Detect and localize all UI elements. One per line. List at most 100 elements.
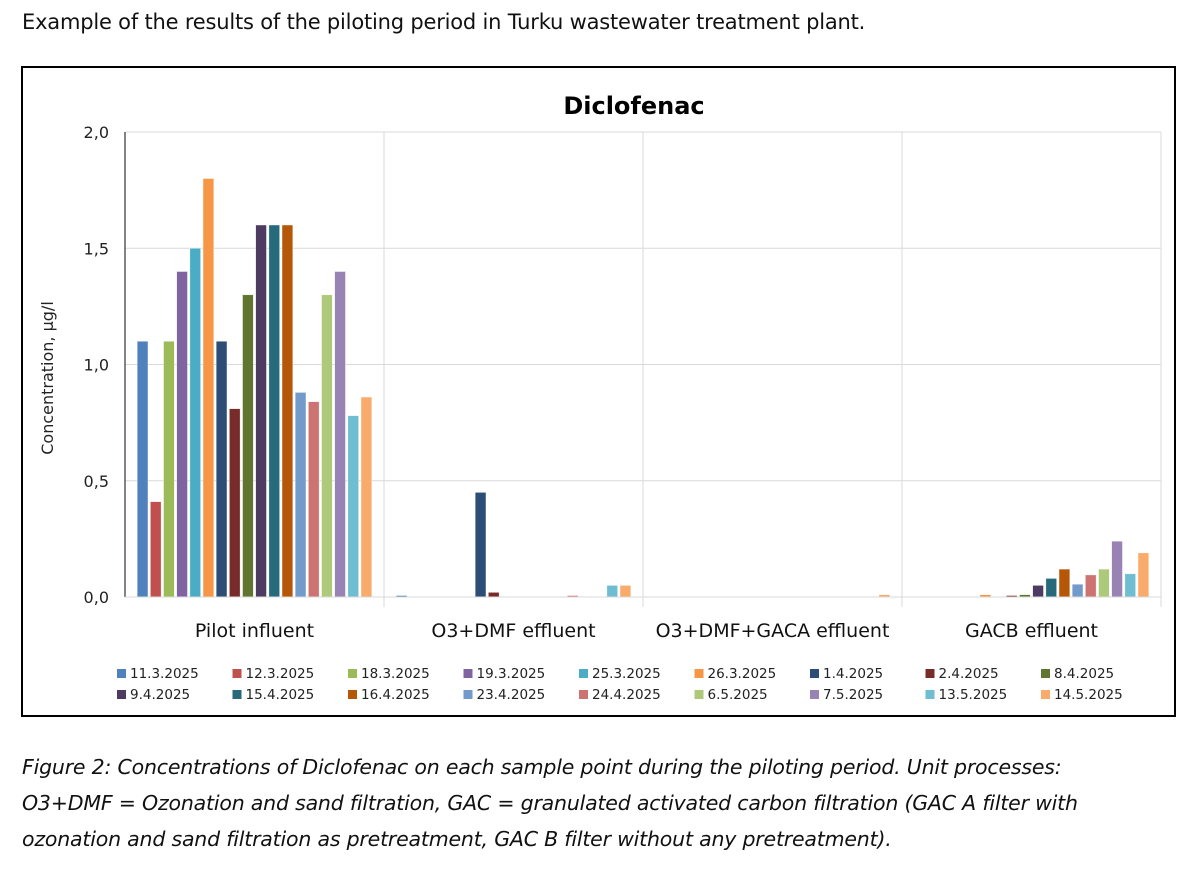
legend-swatch [348, 669, 357, 678]
bar-11.3.2025 [136, 340, 149, 598]
bar-24.4.2025 [308, 401, 320, 598]
bar-14.5.2025 [1137, 552, 1150, 598]
legend-label: 24.4.2025 [592, 687, 661, 703]
bar-7.5.2025 [1111, 540, 1123, 598]
legend-swatch [810, 669, 819, 678]
bar-2.4.2025 [488, 592, 500, 598]
bar-16.4.2025 [1058, 568, 1071, 598]
legend-label: 15.4.2025 [246, 687, 315, 703]
bar-2.4.2025 [229, 408, 241, 598]
legend-label: 13.5.2025 [939, 687, 1008, 703]
legend-label: 2.4.2025 [939, 666, 999, 682]
legend-label: 26.3.2025 [708, 666, 777, 682]
legend-swatch [232, 669, 242, 678]
caption-line: O3+DMF = Ozonation and sand filtration, … [22, 791, 1078, 815]
legend-item: 13.5.2025 [925, 687, 1008, 703]
legend-item: 8.4.2025 [1041, 666, 1114, 682]
legend-swatch [117, 669, 126, 678]
legend-label: 1.4.2025 [823, 666, 883, 682]
y-tick-label: 1,5 [84, 239, 109, 258]
legend-swatch [117, 690, 126, 699]
bar-6.5.2025 [321, 294, 333, 598]
legend-item: 23.4.2025 [463, 687, 546, 703]
legend-label: 7.5.2025 [823, 687, 883, 703]
legend-item: 2.4.2025 [925, 666, 999, 682]
bar-14.5.2025 [619, 585, 632, 598]
bar-23.4.2025 [294, 392, 307, 598]
bar-9.4.2025 [255, 224, 267, 598]
legend-label: 14.5.2025 [1054, 687, 1123, 703]
legend-swatch [694, 690, 704, 699]
legend-label: 6.5.2025 [708, 687, 768, 703]
chart-title: Diclofenac [563, 92, 704, 120]
gridlines [125, 131, 1162, 607]
intro-text: Example of the results of the piloting p… [22, 10, 866, 34]
bar-23.4.2025 [1071, 583, 1084, 598]
x-tick-label: O3+DMF effluent [431, 620, 595, 642]
legend-label: 16.4.2025 [361, 687, 430, 703]
bar-15.4.2025 [1045, 578, 1057, 598]
legend-item: 11.3.2025 [117, 666, 199, 682]
legend-item: 12.3.2025 [232, 666, 315, 682]
legend-swatch [925, 669, 935, 678]
bar-16.4.2025 [281, 224, 294, 598]
bar-1.4.2025 [474, 492, 487, 598]
legend-item: 6.5.2025 [694, 687, 768, 703]
caption-line: ozonation and sand filtration as pretrea… [22, 827, 892, 851]
legend-item: 14.5.2025 [1041, 687, 1123, 703]
x-tick-label: Pilot influent [195, 620, 314, 642]
y-tick-label: 0,5 [84, 472, 109, 491]
x-tick-label: O3+DMF+GACA effluent [656, 620, 890, 642]
legend-label: 8.4.2025 [1054, 666, 1114, 682]
legend: 11.3.2025 12.3.2025 18.3.2025 19.3.2025 25.3… [117, 666, 1123, 703]
legend-item: 24.4.2025 [579, 687, 661, 703]
y-axis-label: Concentration, µg/l [38, 301, 57, 455]
legend-label: 9.4.2025 [130, 687, 190, 703]
bar-14.5.2025 [360, 396, 373, 598]
caption-line: Figure 2: Concentrations of Diclofenac o… [22, 755, 1062, 779]
legend-swatch [925, 690, 935, 699]
legend-label: 23.4.2025 [477, 687, 546, 703]
y-tick-label: 1,0 [84, 356, 109, 375]
legend-swatch [694, 669, 704, 678]
bar-1.4.2025 [215, 340, 228, 598]
legend-label: 19.3.2025 [477, 666, 546, 682]
y-tick-label: 0,0 [84, 588, 109, 607]
bar-8.4.2025 [242, 294, 254, 598]
legend-swatch [1041, 690, 1050, 699]
legend-item: 18.3.2025 [348, 666, 430, 682]
x-tick-label: GACB effluent [965, 620, 1098, 642]
legend-item: 9.4.2025 [117, 687, 190, 703]
legend-item: 15.4.2025 [232, 687, 315, 703]
legend-swatch [579, 690, 588, 699]
legend-item: 1.4.2025 [810, 666, 883, 682]
legend-swatch [810, 690, 819, 699]
bar-chart: Diclofenac Concentration, µg/l 0,0 0,5 1,0… [38, 92, 1162, 703]
legend-item: 26.3.2025 [694, 666, 777, 682]
legend-label: 18.3.2025 [361, 666, 430, 682]
legend-item: 16.4.2025 [348, 687, 430, 703]
legend-swatch [463, 669, 473, 678]
bar-19.3.2025 [176, 271, 188, 598]
bar-26.3.2025 [202, 178, 215, 598]
legend-swatch [579, 669, 588, 678]
bars [136, 178, 1150, 598]
legend-item: 7.5.2025 [810, 687, 883, 703]
bar-7.5.2025 [334, 271, 346, 598]
legend-item: 19.3.2025 [463, 666, 546, 682]
bar-25.3.2025 [189, 247, 201, 598]
y-tick-label: 2,0 [84, 123, 109, 142]
legend-label: 11.3.2025 [130, 666, 199, 682]
legend-swatch [1041, 669, 1050, 678]
legend-label: 12.3.2025 [246, 666, 315, 682]
bar-13.5.2025 [606, 585, 618, 598]
bar-13.5.2025 [1124, 573, 1136, 598]
bar-18.3.2025 [163, 340, 175, 598]
bar-15.4.2025 [268, 224, 280, 598]
chart-frame: Diclofenac Concentration, µg/l 0,0 0,5 1,0… [21, 66, 1176, 717]
bar-9.4.2025 [1032, 585, 1044, 598]
figure-caption: Figure 2: Concentrations of Diclofenac o… [22, 749, 1182, 857]
bar-6.5.2025 [1098, 568, 1110, 598]
bar-13.5.2025 [347, 415, 359, 598]
axes: 0,0 0,5 1,0 1,5 2,0 Pilot influent O3+DMF effl… [84, 123, 1161, 642]
